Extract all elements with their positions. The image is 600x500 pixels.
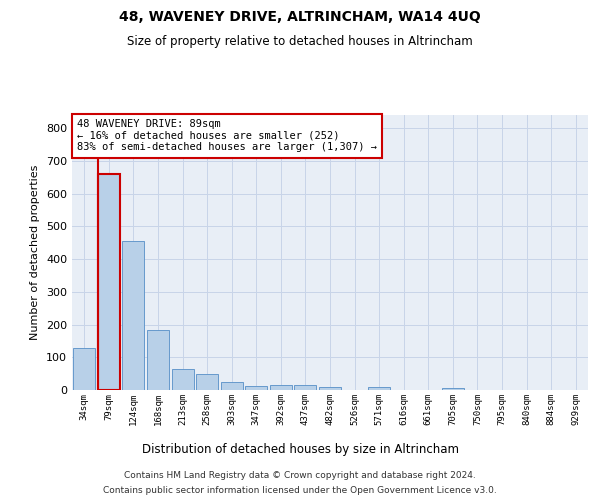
Text: 48 WAVENEY DRIVE: 89sqm
← 16% of detached houses are smaller (252)
83% of semi-d: 48 WAVENEY DRIVE: 89sqm ← 16% of detache… xyxy=(77,119,377,152)
Bar xyxy=(147,330,169,390)
Bar xyxy=(73,348,95,390)
Bar xyxy=(270,386,292,390)
Text: 48, WAVENEY DRIVE, ALTRINCHAM, WA14 4UQ: 48, WAVENEY DRIVE, ALTRINCHAM, WA14 4UQ xyxy=(119,10,481,24)
Bar xyxy=(221,382,243,390)
Bar xyxy=(98,174,120,390)
Bar xyxy=(245,386,268,390)
Text: Distribution of detached houses by size in Altrincham: Distribution of detached houses by size … xyxy=(142,442,458,456)
Bar xyxy=(319,388,341,390)
Bar xyxy=(122,241,145,390)
Bar xyxy=(368,388,390,390)
Y-axis label: Number of detached properties: Number of detached properties xyxy=(31,165,40,340)
Bar xyxy=(196,374,218,390)
Text: Size of property relative to detached houses in Altrincham: Size of property relative to detached ho… xyxy=(127,35,473,48)
Bar xyxy=(172,368,194,390)
Text: Contains public sector information licensed under the Open Government Licence v3: Contains public sector information licen… xyxy=(103,486,497,495)
Bar xyxy=(442,388,464,390)
Bar xyxy=(295,385,316,390)
Text: Contains HM Land Registry data © Crown copyright and database right 2024.: Contains HM Land Registry data © Crown c… xyxy=(124,471,476,480)
